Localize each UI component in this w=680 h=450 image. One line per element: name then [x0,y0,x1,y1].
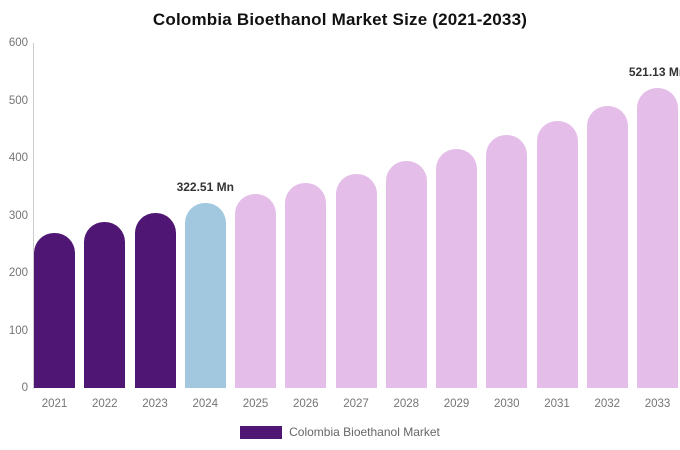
bar-2032 [586,106,628,388]
y-tick-label-400: 400 [8,152,28,164]
x-tick-label-2027: 2027 [343,398,369,410]
bar-column-2022 [84,43,126,388]
plot-area: 322.51 Mn 521.13 Mn [34,43,680,388]
bar-column-2032 [586,43,628,388]
x-tick-label-2026: 2026 [292,398,319,410]
x-tick-label-2032: 2032 [594,398,621,410]
bar-column-2027 [335,43,377,388]
bar-2025 [235,193,276,388]
x-axis: 2021 2022 2023 2024 2025 2026 2027 2028 2029 2030… [34,398,678,410]
bar-column-2021 [34,43,75,388]
bar-column-2033: 521.13 Mn [629,43,680,388]
bar-2033 [637,88,678,388]
bar-column-2026 [285,43,327,388]
bar-column-2025 [235,43,276,388]
bar-column-2023 [134,43,176,388]
y-tick-label-200: 200 [8,267,28,279]
bar-column-2030 [486,43,528,388]
bar-column-2028 [385,43,427,388]
x-tick-label-2028: 2028 [393,398,420,410]
bar-2029 [436,148,477,388]
value-label-2033: 521.13 Mn [628,65,680,80]
y-tick-label-600: 600 [8,37,28,49]
x-tick-label-2025: 2025 [242,398,269,410]
bar-column-2031 [536,43,578,388]
bar-2027 [335,174,377,388]
x-tick-label-2023: 2023 [142,398,168,410]
bar-2023 [134,213,176,388]
bar-2026 [285,183,327,388]
bar-2022 [84,222,126,388]
x-tick-label-2022: 2022 [91,398,118,410]
chart-title: Colombia Bioethanol Market Size (2021-20… [152,10,528,29]
value-label-2024: 322.51 Mn [176,179,234,194]
bar-column-2024: 322.51 Mn [177,43,234,388]
x-tick-label-2030: 2030 [493,398,520,410]
bar-2021 [34,232,75,388]
y-axis-line [33,43,34,389]
bar-2030 [486,135,528,388]
y-tick-label-0: 0 [21,382,28,394]
x-tick-label-2024: 2024 [192,398,219,410]
x-tick-label-2033: 2033 [644,398,671,410]
legend-label: Colombia Bioethanol Market [289,425,440,439]
bar-2024 [184,202,226,388]
bar-column-2029 [436,43,477,388]
legend-swatch [240,425,283,439]
y-tick-label-100: 100 [8,324,28,337]
bar-2028 [385,161,427,388]
legend: Colombia Bioethanol Market [0,425,680,439]
bar-2031 [536,121,578,388]
x-tick-label-2029: 2029 [443,398,470,410]
y-tick-label-500: 500 [8,94,28,107]
x-tick-label-2021: 2021 [41,398,68,410]
x-tick-label-2031: 2031 [544,398,570,410]
y-tick-label-300: 300 [8,209,28,222]
